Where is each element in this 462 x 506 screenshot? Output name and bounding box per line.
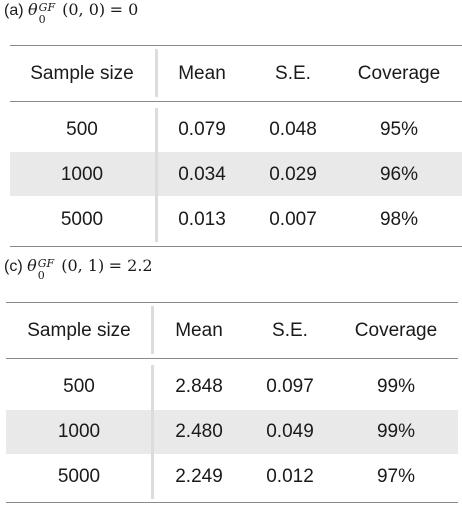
theta-symbol: θ [27,256,37,275]
table-cell: 99% [376,376,416,397]
shaded-row-c [6,410,458,454]
header-sample-size: Sample size [27,320,131,341]
table-cell: 0.049 [266,421,314,442]
table-cell: 5000 [57,466,101,487]
header-mean: Mean [178,63,226,84]
top-rule-c [6,302,458,303]
table-cell: 95% [379,119,419,140]
mid-rule-c [6,358,458,359]
theta-subscript: 0 [38,13,46,26]
table-cell: 0.012 [266,466,314,487]
header-se: S.E. [275,63,311,84]
theta-subscript: 0 [37,269,45,282]
theta-superscript: GF [37,257,55,270]
bottom-rule-c [6,502,458,503]
theta-scripts: GF 0 [37,256,57,282]
theta-scripts: GF 0 [38,0,58,26]
theta-superscript: GF [38,1,56,14]
top-rule-a [10,45,462,46]
panel-a-label: (a) [4,2,24,19]
panel-c-equals: = 2.2 [108,256,153,275]
table-cell: 500 [66,119,98,140]
table-cell: 98% [379,209,419,230]
table-cell: 97% [376,466,416,487]
mid-rule-a [10,101,462,102]
table-cell: 0.048 [269,119,317,140]
body-divider-a [155,108,158,242]
panel-c-label: (c) [4,258,23,275]
table-cell: 5000 [60,209,104,230]
header-mean: Mean [175,320,223,341]
table-cell: 0.034 [178,164,226,185]
bottom-rule-a [10,246,462,247]
header-coverage: Coverage [354,320,438,341]
table-cell: 2.249 [175,466,223,487]
header-coverage: Coverage [357,63,441,84]
shaded-row-a [10,152,462,196]
panel-a-equals: = 0 [109,0,139,19]
theta-symbol: θ [28,0,38,19]
panel-a-args: (0, 0) [62,0,106,19]
panel-c-args: (0, 1) [61,256,105,275]
table-cell: 99% [376,421,416,442]
table-cell: 0.079 [178,119,226,140]
header-divider-c [151,306,154,354]
header-sample-size: Sample size [30,63,134,84]
panel-c-caption: (c) θ GF 0 (0, 1) = 2.2 [4,256,153,282]
table-cell: 2.480 [175,421,223,442]
header-divider-a [155,49,158,97]
table-cell: 0.097 [266,376,314,397]
table-cell: 96% [379,164,419,185]
header-se: S.E. [272,320,308,341]
table-cell: 0.013 [178,209,226,230]
table-cell: 0.029 [269,164,317,185]
body-divider-c [151,365,154,499]
table-cell: 500 [63,376,95,397]
table-cell: 0.007 [269,209,317,230]
table-cell: 1000 [60,164,104,185]
panel-a-caption: (a) θ GF 0 (0, 0) = 0 [4,0,139,26]
table-cell: 1000 [57,421,101,442]
table-cell: 2.848 [175,376,223,397]
